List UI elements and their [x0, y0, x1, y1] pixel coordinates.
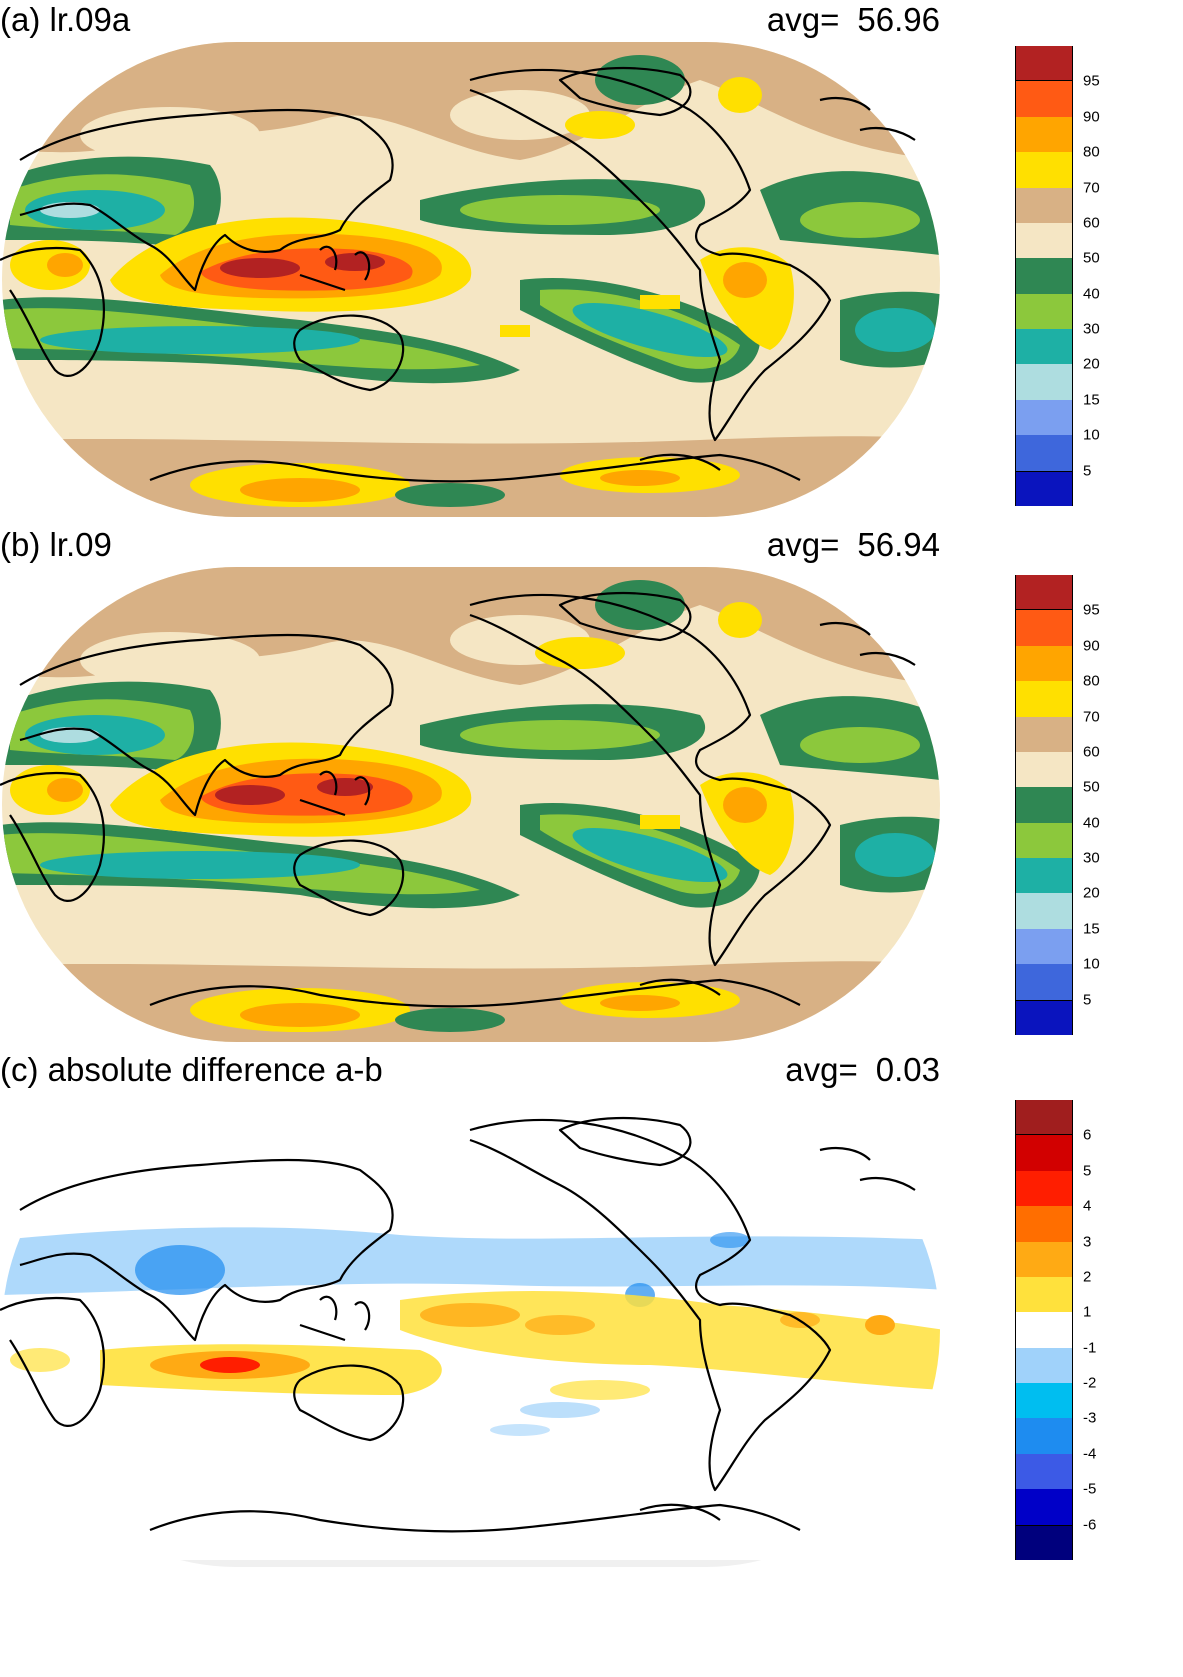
- legend-tick-label: 30: [1083, 320, 1100, 338]
- legend-tick-label: 3: [1083, 1233, 1092, 1251]
- legend-tick-label: 10: [1083, 426, 1100, 444]
- legend-tick-label: 15: [1083, 391, 1100, 409]
- avg-label: avg=: [766, 526, 840, 563]
- panel-title: (c) absolute difference a-b: [0, 1051, 383, 1088]
- legend-tick-label: 80: [1083, 672, 1100, 690]
- legend-swatch: [1015, 928, 1073, 965]
- panel-average: avg= 56.94: [767, 525, 940, 565]
- legend-tick-label: 70: [1083, 179, 1100, 197]
- legend-tick-label: 90: [1083, 637, 1100, 655]
- legend-swatch: [1015, 575, 1073, 611]
- legend-tick-label: 15: [1083, 920, 1100, 938]
- legend-swatch: [1015, 1241, 1073, 1277]
- legend-tick-label: 6: [1083, 1126, 1092, 1144]
- legend-swatch: [1015, 999, 1073, 1035]
- legend-swatch: [1015, 716, 1073, 752]
- legend-tick-label: 60: [1083, 743, 1100, 761]
- panel-c: (c) absolute difference a-b avg= 0.03: [0, 1050, 1183, 1590]
- legend-tick-label: 5: [1083, 462, 1092, 480]
- legend-tick-label: 90: [1083, 108, 1100, 126]
- difference-map: [0, 1092, 940, 1567]
- world-map: [0, 567, 940, 1042]
- legend-swatch: [1015, 751, 1073, 788]
- legend-tick-label: 40: [1083, 285, 1100, 303]
- panel-average: avg= 56.96: [767, 0, 940, 40]
- legend-tick-label: 95: [1083, 72, 1100, 90]
- legend-swatch: [1015, 1453, 1073, 1490]
- legend-swatch: [1015, 435, 1073, 471]
- legend-swatch: [1015, 681, 1073, 717]
- legend-tick-label: 20: [1083, 355, 1100, 373]
- legend-tick-label: 95: [1083, 601, 1100, 619]
- legend-swatch: [1015, 1100, 1073, 1136]
- panel-b: (b) lr.09 avg= 56.94: [0, 525, 1183, 1065]
- panel-title: (b) lr.09: [0, 526, 112, 563]
- color-legend: -6 -5 -4 -3 -2 -1 1 2 3 4 5 6: [1015, 1100, 1096, 1560]
- panel-average: avg= 0.03: [785, 1050, 940, 1090]
- legend-swatch: [1015, 1276, 1073, 1313]
- legend-tick-label: -4: [1083, 1445, 1097, 1463]
- legend-swatch: [1015, 222, 1073, 259]
- legend-tick-label: -2: [1083, 1374, 1097, 1392]
- legend-tick-label: 50: [1083, 778, 1100, 796]
- legend-swatch: [1015, 293, 1073, 330]
- legend-tick-label: 1: [1083, 1303, 1092, 1321]
- legend-swatch: [1015, 1312, 1073, 1348]
- legend-tick-label: 30: [1083, 849, 1100, 867]
- avg-value: 0.03: [875, 1051, 940, 1088]
- legend-swatch: [1015, 152, 1073, 188]
- legend-tick-label: 50: [1083, 249, 1100, 267]
- legend-swatch: [1015, 858, 1073, 894]
- legend-swatch: [1015, 329, 1073, 365]
- legend-tick-label: 80: [1083, 143, 1100, 161]
- panel-title: (a) lr.09a: [0, 1, 131, 38]
- legend-tick-label: 40: [1083, 814, 1100, 832]
- avg-value: 56.94: [857, 526, 940, 563]
- legend-tick-label: -5: [1083, 1480, 1097, 1498]
- color-legend: 5 10 15 20 30 40 50 60 70 80 90 95: [1015, 575, 1100, 1035]
- legend-tick-label: -3: [1083, 1409, 1097, 1427]
- legend-swatch: [1015, 893, 1073, 929]
- legend-tick-label: -1: [1083, 1339, 1097, 1357]
- legend-swatch: [1015, 610, 1073, 646]
- legend-swatch: [1015, 116, 1073, 153]
- legend-swatch: [1015, 399, 1073, 436]
- legend-swatch: [1015, 258, 1073, 294]
- legend-swatch: [1015, 1347, 1073, 1384]
- legend-tick-label: 5: [1083, 991, 1092, 1009]
- legend-tick-label: 20: [1083, 884, 1100, 902]
- legend-swatch: [1015, 1524, 1073, 1560]
- legend-tick-label: 4: [1083, 1197, 1092, 1215]
- avg-label: avg=: [785, 1051, 858, 1088]
- color-legend: 5 10 15 20 30 40 50 60 70 80 90 95: [1015, 46, 1100, 506]
- legend-tick-label: 2: [1083, 1268, 1092, 1286]
- legend-swatch: [1015, 964, 1073, 1000]
- world-map: [0, 42, 940, 517]
- avg-label: avg=: [766, 1, 840, 38]
- legend-tick-label: 70: [1083, 708, 1100, 726]
- legend-swatch: [1015, 470, 1073, 506]
- legend-swatch: [1015, 81, 1073, 117]
- legend-swatch: [1015, 1489, 1073, 1525]
- legend-swatch: [1015, 364, 1073, 400]
- legend-swatch: [1015, 187, 1073, 223]
- legend-swatch: [1015, 645, 1073, 682]
- legend-swatch: [1015, 787, 1073, 823]
- legend-swatch: [1015, 1383, 1073, 1419]
- legend-tick-label: 5: [1083, 1162, 1092, 1180]
- legend-swatch: [1015, 1418, 1073, 1454]
- legend-tick-label: 60: [1083, 214, 1100, 232]
- legend-swatch: [1015, 1206, 1073, 1242]
- legend-swatch: [1015, 46, 1073, 82]
- legend-swatch: [1015, 822, 1073, 859]
- legend-tick-label: 10: [1083, 955, 1100, 973]
- legend-tick-label: -6: [1083, 1516, 1097, 1534]
- avg-value: 56.96: [857, 1, 940, 38]
- legend-swatch: [1015, 1170, 1073, 1207]
- legend-swatch: [1015, 1135, 1073, 1171]
- panel-a: (a) lr.09a avg= 56.96: [0, 0, 1183, 540]
